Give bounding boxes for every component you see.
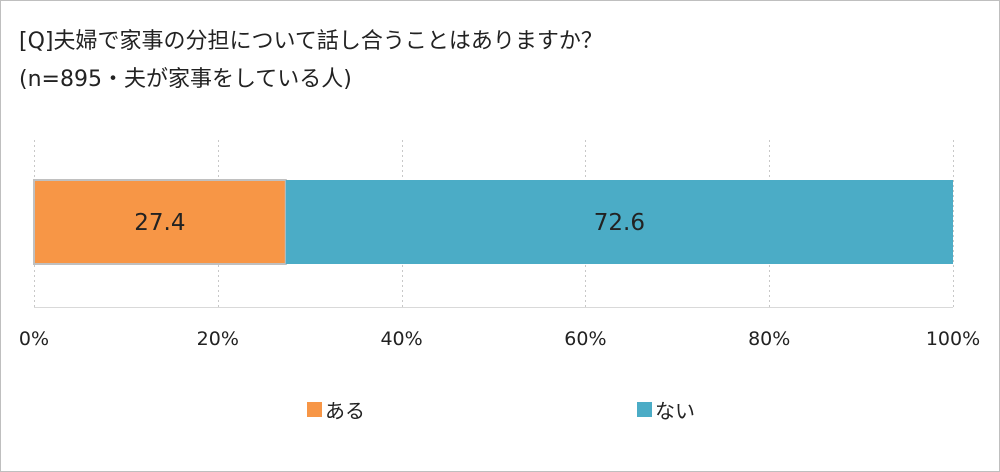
data-label: 27.4 [134, 210, 185, 236]
x-tick-label: 20% [197, 328, 239, 350]
x-tick-label: 60% [564, 328, 606, 350]
x-tick-label: 40% [380, 328, 422, 350]
x-tick-label: 100% [926, 328, 980, 350]
x-tick-label: 80% [748, 328, 790, 350]
legend-label: ある [325, 399, 365, 423]
title-line-2: (n=895・夫が家事をしている人) [19, 67, 352, 92]
legend-label: ない [655, 399, 695, 423]
chart-title: [Q]夫婦で家事の分担について話し合うことはありますか？ (n=895・夫が家事… [19, 23, 603, 99]
bar-segment-2 [285, 180, 953, 264]
data-label: 72.6 [594, 210, 645, 236]
legend-swatch [307, 402, 322, 417]
title-line-1: [Q]夫婦で家事の分担について話し合うことはありますか？ [19, 29, 603, 54]
x-tick-label: 0% [19, 328, 49, 350]
legend-swatch [637, 402, 652, 417]
